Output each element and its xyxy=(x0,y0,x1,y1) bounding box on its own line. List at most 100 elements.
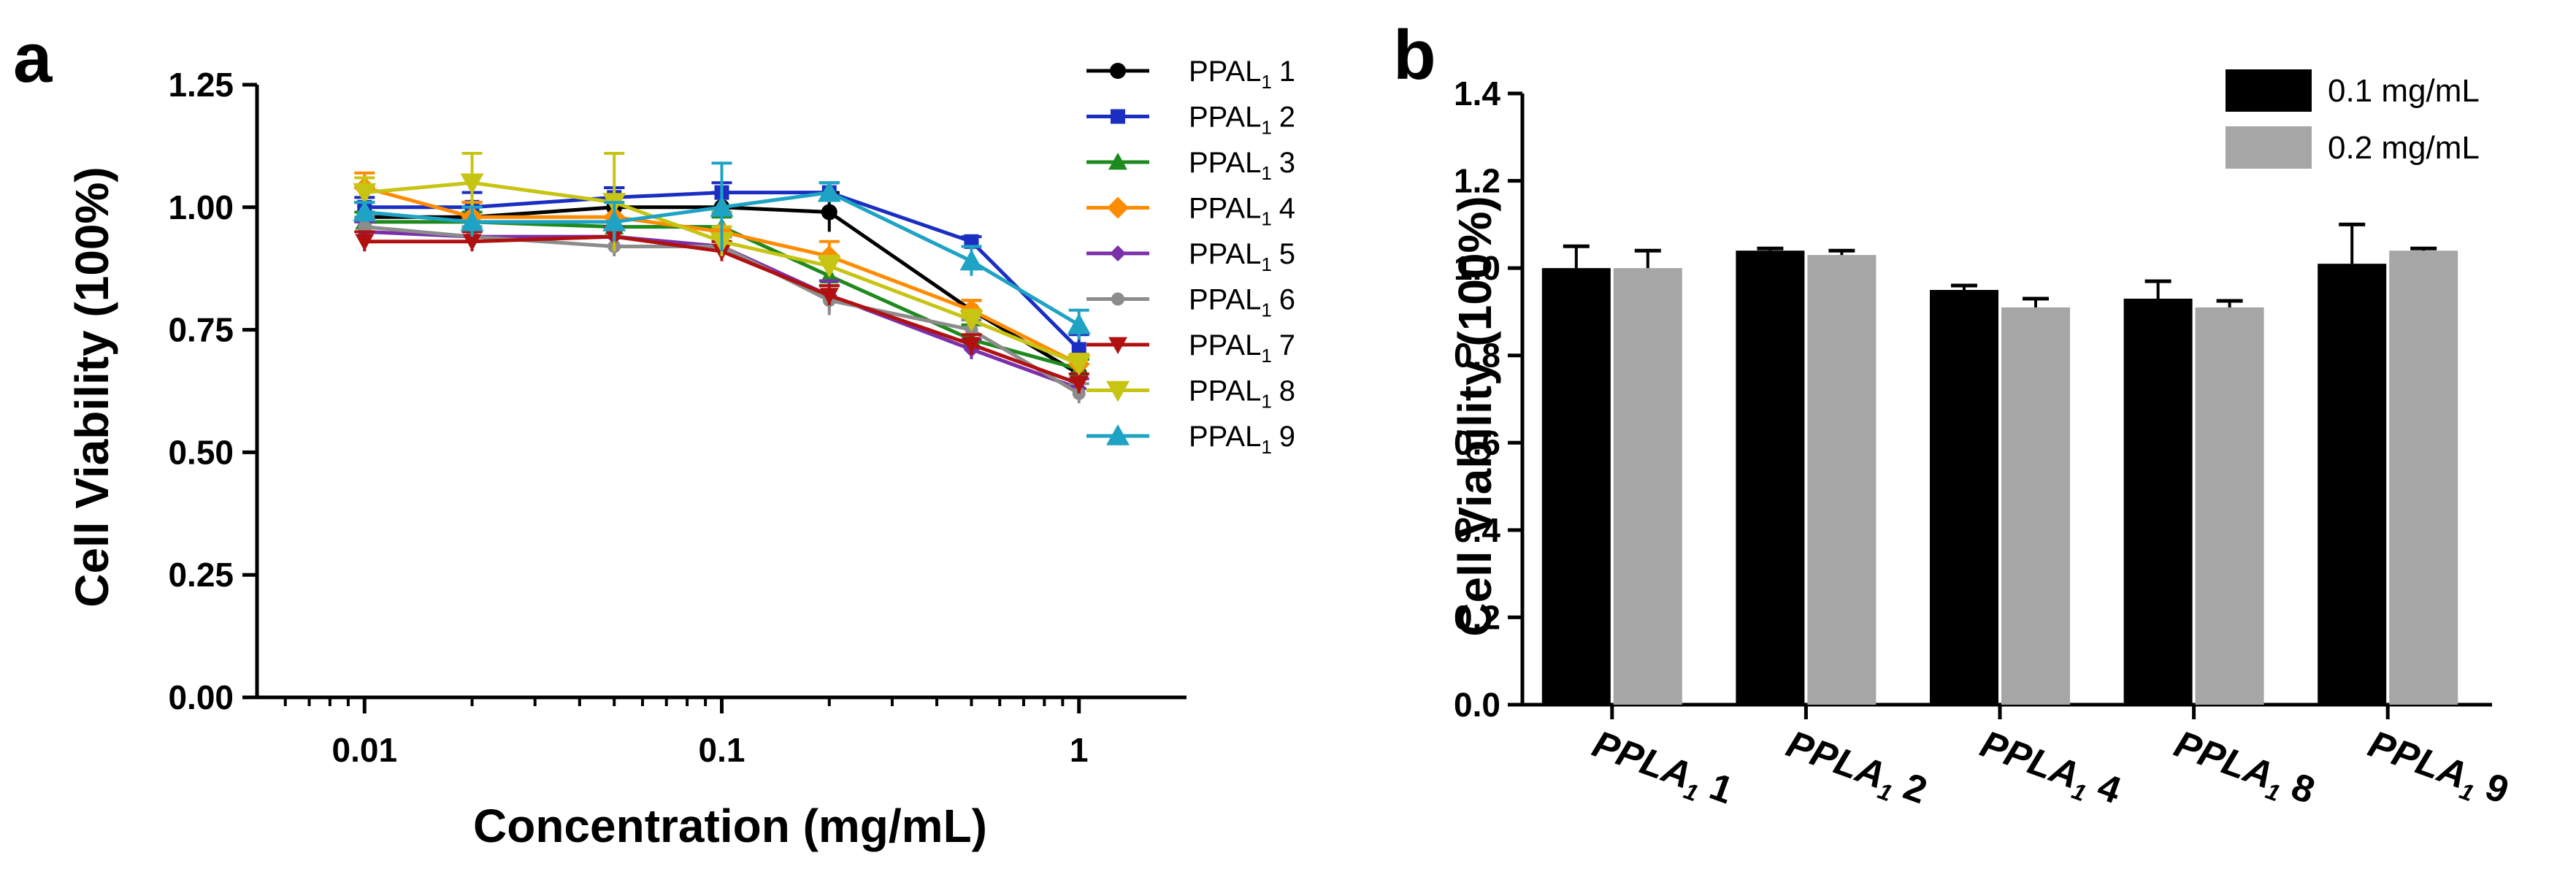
data-point xyxy=(819,288,839,305)
legend-subscript: 1 xyxy=(1261,253,1271,275)
data-point xyxy=(602,210,626,231)
legend-label: 0.1 mg/mL xyxy=(2328,73,2480,109)
x-tick-label: 1 xyxy=(1070,731,1089,769)
data-point xyxy=(353,183,377,204)
legend-marker xyxy=(1106,424,1130,445)
legend-swatch xyxy=(2226,126,2312,169)
category-group-4: PPLA14 xyxy=(1930,283,2127,817)
category-group-2: PPLA12 xyxy=(1736,246,1933,817)
panel-a-x-axis-title: Concentration (mg/mL) xyxy=(473,800,987,852)
bar xyxy=(1930,290,1998,705)
y-tick-label: 0.4 xyxy=(1454,511,1500,549)
legend-subscript: 1 xyxy=(1261,208,1271,230)
data-point xyxy=(460,210,484,231)
bar xyxy=(1613,268,1682,705)
legend-name: PPAL xyxy=(1189,284,1261,316)
y-tick-label: 0.2 xyxy=(1454,598,1500,636)
x-tick-label: PPLA18 xyxy=(2167,723,2320,817)
legend-number: 8 xyxy=(1279,375,1295,407)
category-number: 2 xyxy=(1898,765,1932,812)
y-tick-label: 0.00 xyxy=(168,678,234,716)
data-point xyxy=(817,180,841,202)
x-tick-label: PPLA19 xyxy=(2361,723,2515,817)
legend-name: PPAL xyxy=(1189,238,1261,270)
panel-b-bar-chart: b Cell Viability (100%) 0.0 0.2 0.4 0.6 0.8 1… xyxy=(1393,16,2515,817)
legend-number: 4 xyxy=(1279,193,1295,225)
legend-item-ppal-4: PPAL1 4 xyxy=(1086,193,1295,230)
category-name: PPLA xyxy=(2169,723,2278,797)
data-point xyxy=(817,256,841,278)
bar xyxy=(1541,268,1611,705)
data-point xyxy=(462,234,482,251)
legend-marker xyxy=(1107,196,1129,219)
legend-label: PPAL1 2 xyxy=(1189,102,1295,139)
data-point xyxy=(1067,354,1091,376)
category-group-8: PPLA18 xyxy=(2123,279,2320,817)
legend-label: PPAL1 9 xyxy=(1189,421,1295,458)
legend-item-ppal-6: PPAL1 6 xyxy=(1086,284,1295,321)
data-point xyxy=(959,310,984,332)
y-tick-label: 0.25 xyxy=(168,556,234,594)
category-number: 9 xyxy=(2480,765,2514,812)
panel-a-series xyxy=(353,151,1091,404)
legend-name: PPAL xyxy=(1189,102,1261,134)
category-name: PPLA xyxy=(1975,723,2085,797)
legend-item-ppal-8: PPAL1 8 xyxy=(1086,375,1295,413)
data-point xyxy=(355,234,375,251)
legend-label: PPAL1 5 xyxy=(1189,238,1295,275)
legend-subscript: 1 xyxy=(1261,71,1271,93)
y-tick-label: 1.00 xyxy=(168,188,234,226)
legend-name: PPAL xyxy=(1189,375,1261,407)
category-name: PPLA xyxy=(1587,723,1697,797)
data-point xyxy=(460,173,484,195)
legend-subscript: 1 xyxy=(1261,117,1271,139)
y-tick-label: 1.4 xyxy=(1454,74,1500,112)
data-point xyxy=(358,220,372,234)
panel-a-y-axis-title: Cell Viability (100%) xyxy=(66,166,118,608)
y-tick-label: 0.50 xyxy=(168,433,234,471)
data-point xyxy=(962,337,981,354)
panel-b-label: b xyxy=(1393,16,1436,94)
data-point xyxy=(1069,376,1089,394)
x-tick-label: 0.01 xyxy=(332,731,398,769)
x-tick-label: PPLA12 xyxy=(1779,723,1933,817)
data-point xyxy=(821,204,837,221)
legend-name: PPAL xyxy=(1189,147,1261,179)
legend-marker xyxy=(1111,109,1125,124)
legend-name: PPAL xyxy=(1189,55,1261,88)
legend-marker xyxy=(1106,380,1130,402)
panel-a-label: a xyxy=(13,19,53,97)
legend-label: PPAL1 3 xyxy=(1189,147,1295,184)
legend-swatch xyxy=(2226,69,2312,112)
panel-a-line-chart: a Cell Viability (100%) Concentration (m… xyxy=(13,19,1295,852)
legend-label: PPAL1 8 xyxy=(1189,375,1295,413)
legend-label: PPAL1 4 xyxy=(1189,193,1295,230)
legend-item-high: 0.2 mg/mL xyxy=(2226,126,2480,169)
legend-marker xyxy=(1108,337,1127,354)
x-tick-label: PPLA14 xyxy=(1974,723,2127,817)
legend-marker xyxy=(1110,63,1126,79)
legend-item-ppal-9: PPAL1 9 xyxy=(1086,421,1295,458)
bar xyxy=(1807,255,1877,705)
y-tick-label: 0.6 xyxy=(1454,424,1500,462)
y-tick-label: 0.75 xyxy=(168,311,234,349)
legend-number: 6 xyxy=(1279,284,1295,316)
legend-marker xyxy=(1111,292,1124,306)
legend-number: 7 xyxy=(1279,329,1295,361)
legend-subscript: 1 xyxy=(1261,345,1271,367)
bar xyxy=(2123,298,2193,705)
category-name: PPLA xyxy=(1781,723,1890,797)
category-number: 4 xyxy=(2092,765,2126,812)
category-name: PPLA xyxy=(2363,723,2472,797)
y-tick-label: 1.2 xyxy=(1454,162,1500,200)
bar xyxy=(2389,250,2458,705)
legend-label: PPAL1 7 xyxy=(1189,329,1295,367)
legend-label: PPAL1 1 xyxy=(1189,55,1295,93)
legend-number: 2 xyxy=(1279,102,1295,134)
data-point xyxy=(710,195,734,217)
legend-item-ppal-2: PPAL1 2 xyxy=(1086,102,1295,139)
legend-name: PPAL xyxy=(1189,329,1261,361)
category-number: 8 xyxy=(2286,765,2320,812)
